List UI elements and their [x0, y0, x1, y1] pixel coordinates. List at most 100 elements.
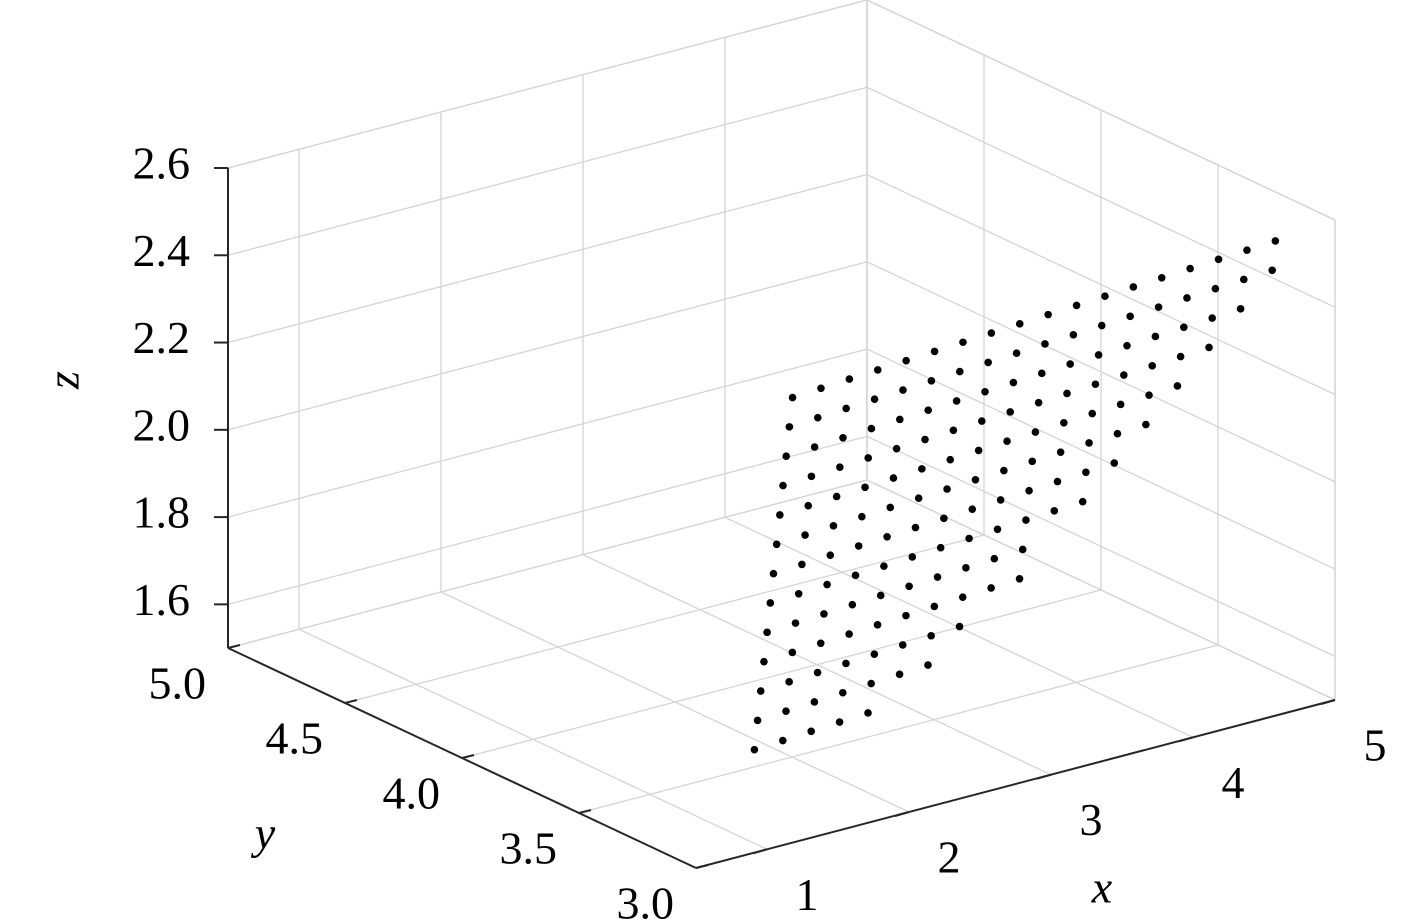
point [813, 413, 822, 422]
point [1113, 429, 1122, 438]
z-axis-label: z [38, 371, 89, 390]
point [1239, 275, 1248, 284]
point [1123, 341, 1131, 350]
point [918, 465, 926, 473]
point [813, 668, 822, 677]
point [788, 393, 797, 402]
point [839, 434, 847, 442]
point [1145, 391, 1153, 399]
point [968, 505, 977, 513]
point [854, 542, 863, 550]
grid-line [227, 173, 868, 344]
grid-line [461, 589, 1102, 759]
point [1041, 340, 1049, 348]
point [851, 571, 860, 580]
point [750, 745, 759, 754]
grid-line [866, 0, 1336, 221]
point [870, 395, 879, 404]
grid-line [227, 86, 868, 256]
y-tick-label: 4.5 [266, 713, 324, 764]
point [1101, 292, 1109, 300]
point [842, 659, 850, 668]
point [962, 564, 970, 572]
point [978, 417, 986, 425]
point [801, 531, 809, 539]
y-tick-label: 4.0 [383, 768, 441, 819]
grid-line [578, 644, 1219, 814]
point [873, 621, 882, 629]
point [905, 582, 913, 591]
point [1063, 389, 1071, 398]
point [921, 435, 929, 444]
point [902, 611, 910, 620]
x-tick-label: 5 [1364, 720, 1387, 771]
grid-line [227, 348, 868, 518]
y-tick [344, 699, 358, 704]
y-axis [227, 647, 697, 869]
point [1243, 246, 1251, 254]
point [1110, 459, 1119, 467]
z-tick-label: 1.6 [133, 574, 191, 625]
point [927, 377, 936, 385]
point [1186, 264, 1194, 273]
point [911, 523, 920, 532]
point [883, 532, 891, 541]
point [832, 492, 841, 501]
point [772, 540, 781, 549]
grid-line [866, 435, 1336, 657]
point [873, 366, 882, 374]
point [753, 716, 762, 725]
y-tick-label: 3.5 [500, 823, 558, 874]
point [1060, 419, 1068, 427]
point [1271, 237, 1280, 245]
point [794, 589, 803, 598]
point [810, 443, 819, 451]
x-tick-label: 4 [1222, 757, 1245, 808]
point [1208, 314, 1216, 322]
point [826, 551, 835, 560]
point [756, 687, 765, 695]
point [990, 554, 999, 563]
point [1116, 400, 1125, 409]
point [958, 593, 967, 601]
grid-line [344, 534, 985, 704]
point [1015, 574, 1024, 583]
point [1214, 255, 1223, 264]
grid-line [866, 86, 1336, 308]
point [870, 650, 879, 658]
point [927, 631, 935, 640]
point [889, 474, 898, 482]
point [880, 562, 888, 570]
point [1056, 448, 1065, 456]
point [1268, 266, 1276, 275]
point [807, 727, 815, 736]
point [1069, 330, 1078, 339]
point [842, 404, 850, 413]
point [864, 454, 873, 462]
point [810, 698, 819, 706]
point [1003, 437, 1011, 446]
point [1148, 362, 1157, 370]
point [949, 426, 958, 435]
point [816, 639, 825, 648]
point [1176, 352, 1185, 361]
point [981, 387, 989, 396]
point [987, 329, 996, 337]
point [845, 630, 853, 638]
point [820, 610, 828, 618]
point [1009, 378, 1018, 387]
point [838, 688, 847, 697]
y-tick [227, 644, 241, 649]
x-tick-label: 2 [938, 832, 961, 883]
point [1053, 477, 1062, 486]
point [829, 522, 838, 530]
point [955, 367, 964, 376]
point [955, 622, 964, 631]
point [1180, 323, 1188, 332]
point [914, 494, 923, 503]
grid-line [866, 348, 1336, 570]
point [924, 406, 932, 414]
point [858, 512, 866, 521]
point [1091, 380, 1100, 389]
point [1154, 303, 1163, 311]
